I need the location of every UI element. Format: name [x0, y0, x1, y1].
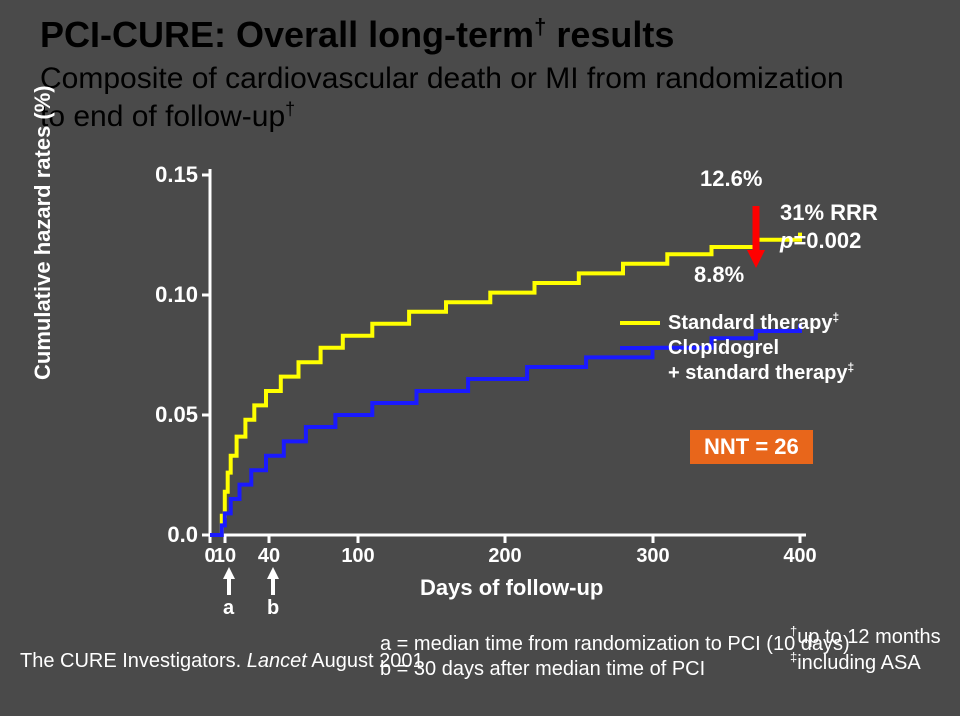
dagger-note: †up to 12 months: [790, 626, 941, 648]
legend: Standard therapy‡ Clopidogrel + standard…: [620, 310, 854, 386]
x-tick-label: 100: [341, 545, 374, 568]
endpoint-clopidogrel: 8.8%: [694, 262, 744, 288]
subtitle-line1: Composite of cardiovascular death or MI …: [40, 62, 844, 95]
subtitle-line2: to end of follow-up†: [40, 100, 295, 133]
rrr-arrow: [745, 202, 767, 277]
y-tick-label: 0.05: [138, 402, 198, 428]
x-axis-label: Days of follow-up: [420, 575, 603, 601]
slide-title: PCI-CURE: Overall long-term† results: [40, 14, 674, 56]
legend-clopidogrel-l2: + standard therapy‡: [620, 361, 854, 387]
reference-citation: The CURE Investigators. Lancet August 20…: [20, 650, 424, 673]
y-tick-label: 0.0: [138, 522, 198, 548]
legend-clopidogrel-l1: Clopidogrel: [620, 336, 854, 361]
footnote-b: b = 30 days after median time of PCI: [380, 658, 705, 680]
x-tick-label: 200: [488, 545, 521, 568]
x-tick-label: 400: [783, 545, 816, 568]
pvalue-label: pp=0.002=0.002: [780, 228, 861, 254]
y-tick-label: 0.10: [138, 282, 198, 308]
b-arrow: [266, 567, 280, 600]
nnt-box: NNT = 26: [690, 430, 813, 464]
endpoint-standard: 12.6%: [700, 166, 762, 192]
slide-subtitle: Composite of cardiovascular death or MI …: [40, 60, 844, 135]
a-label: a: [223, 597, 234, 620]
ddagger-note: ‡including ASA: [790, 652, 921, 674]
x-tick-label: 10: [214, 545, 236, 568]
y-axis-label: Cumulative hazard rates (%): [30, 85, 56, 380]
y-tick-label: 0.15: [138, 162, 198, 188]
x-tick-label: 40: [258, 545, 280, 568]
ab-footnotes: a = median time from randomization to PC…: [380, 632, 850, 682]
rrr-label: 31% RRR: [780, 200, 878, 226]
legend-standard: Standard therapy‡: [620, 310, 854, 336]
footnote-a: a = median time from randomization to PC…: [380, 633, 850, 655]
x-tick-label: 300: [636, 545, 669, 568]
b-label: b: [267, 597, 279, 620]
a-arrow: [222, 567, 236, 600]
dagger-footnotes: †up to 12 months ‡including ASA: [790, 623, 941, 676]
